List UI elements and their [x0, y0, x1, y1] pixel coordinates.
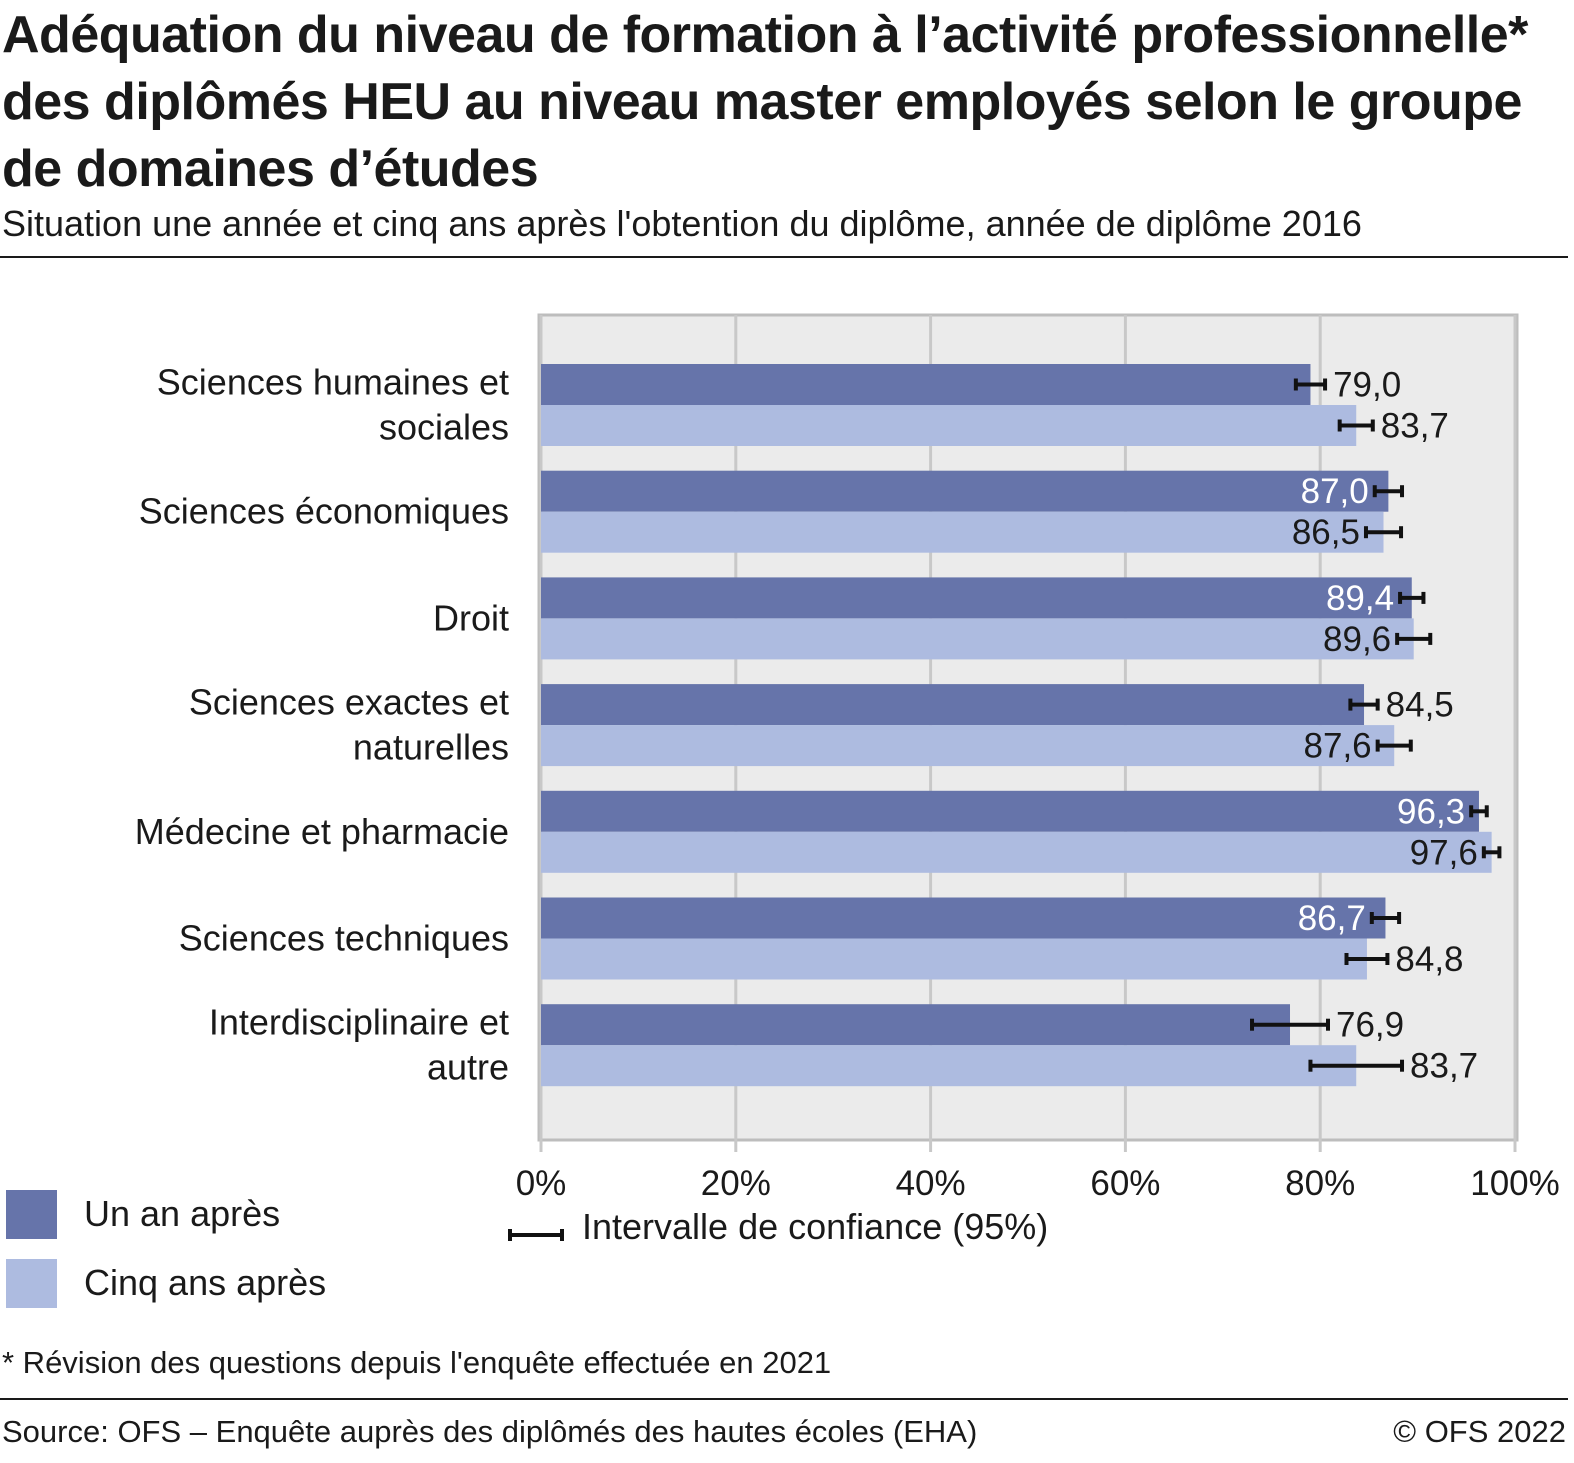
x-tick-label: 0%	[516, 1164, 567, 1200]
footnote: * Révision des questions depuis l'enquêt…	[2, 1345, 832, 1380]
category-label: Sciences techniques	[179, 918, 509, 959]
confidence-interval-icon	[508, 1229, 564, 1241]
data-label: 96,3	[1397, 792, 1465, 831]
legend-swatch-five-years	[6, 1259, 57, 1308]
bar	[541, 618, 1414, 660]
legend-label-confidence-interval: Intervalle de confiance (95%)	[582, 1206, 1049, 1247]
x-tick-label: 40%	[896, 1164, 966, 1200]
category-label: naturelles	[353, 727, 509, 768]
bar-chart: 0% 20% 40% 60% 80% 100% Sciences humaines etso…	[135, 313, 1560, 1200]
bar	[541, 1004, 1291, 1046]
data-label: 83,7	[1410, 1047, 1478, 1086]
bar	[541, 725, 1395, 767]
chart-subtitle: Situation une année et cinq ans après l'…	[2, 203, 1362, 244]
bar	[541, 577, 1412, 619]
bar	[541, 511, 1384, 553]
copyright: © OFS 2022	[1393, 1414, 1566, 1449]
x-tick-label: 60%	[1090, 1164, 1160, 1200]
legend-label-one-year: Un an après	[84, 1193, 281, 1234]
category-label: Sciences exactes et	[189, 682, 509, 723]
source-note: Source: OFS – Enquête auprès des diplômé…	[2, 1414, 978, 1449]
data-label: 84,5	[1386, 686, 1454, 725]
data-label: 97,6	[1410, 833, 1478, 872]
bar	[541, 938, 1367, 980]
category-label: autre	[427, 1047, 509, 1088]
category-label: Interdisciplinaire et	[209, 1002, 509, 1043]
data-label: 83,7	[1381, 407, 1449, 446]
legend-swatch-one-year	[6, 1190, 57, 1239]
data-label: 86,7	[1298, 899, 1366, 938]
header-divider	[0, 256, 1568, 258]
data-label: 89,4	[1326, 579, 1394, 618]
bar	[541, 831, 1492, 873]
bar	[541, 897, 1386, 939]
bar	[541, 470, 1389, 512]
x-tick-label: 20%	[701, 1164, 771, 1200]
bar	[541, 790, 1479, 832]
data-label: 86,5	[1292, 513, 1360, 552]
category-label: Sciences économiques	[139, 491, 509, 532]
bar	[541, 1045, 1357, 1087]
data-label: 87,0	[1301, 472, 1369, 511]
data-label: 87,6	[1304, 727, 1372, 766]
data-label: 76,9	[1336, 1006, 1404, 1045]
category-label: Sciences humaines et	[157, 362, 509, 403]
data-label: 89,6	[1323, 620, 1391, 659]
category-label: sociales	[379, 407, 509, 448]
footer-divider	[0, 1398, 1568, 1400]
bar	[541, 684, 1365, 726]
x-tick-label: 80%	[1285, 1164, 1355, 1200]
data-label: 79,0	[1333, 366, 1401, 405]
category-label: Droit	[433, 597, 509, 638]
chart-title: Adéquation du niveau de formation à l’ac…	[2, 6, 1528, 198]
category-label: Médecine et pharmacie	[135, 811, 509, 852]
bar	[541, 364, 1311, 405]
legend-label-five-years: Cinq ans après	[84, 1262, 327, 1303]
bar	[541, 405, 1357, 446]
data-label: 84,8	[1395, 940, 1463, 979]
x-tick-label: 100%	[1470, 1164, 1560, 1200]
